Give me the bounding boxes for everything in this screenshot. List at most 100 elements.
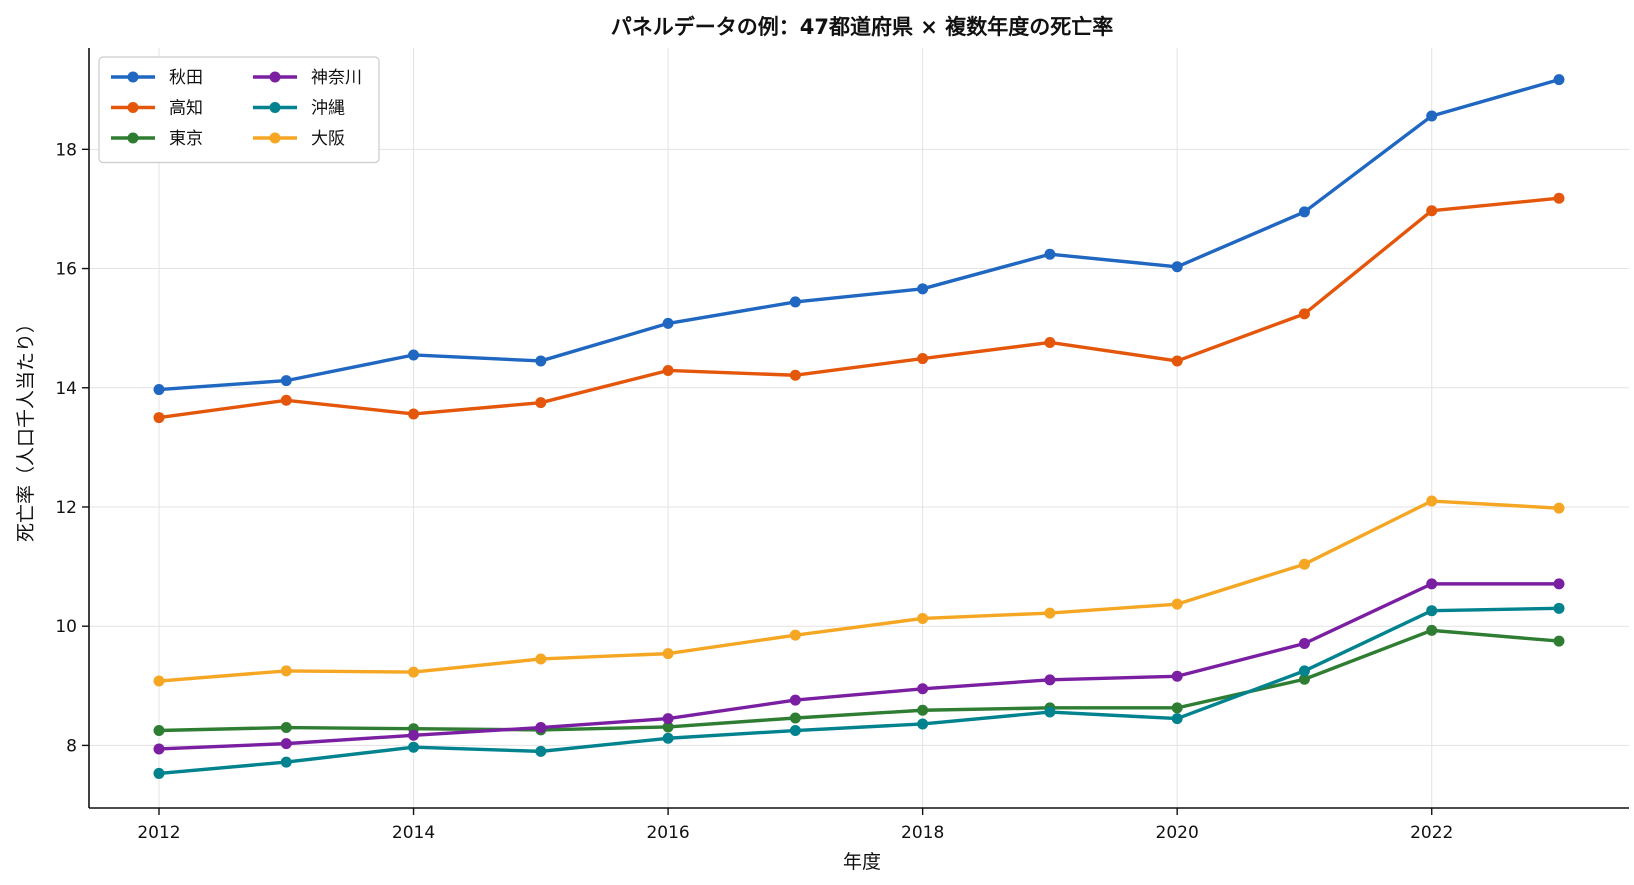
data-point — [1171, 702, 1183, 714]
data-point — [1044, 607, 1056, 619]
series-4 — [153, 578, 1565, 755]
data-point — [535, 653, 547, 665]
legend-swatch-marker — [127, 132, 139, 144]
data-point — [1553, 602, 1565, 614]
legend-label: 沖縄 — [311, 99, 345, 119]
y-tick-label: 16 — [55, 260, 77, 280]
data-point — [917, 683, 929, 695]
y-tick-label: 8 — [66, 736, 77, 756]
legend-swatch-marker — [269, 102, 281, 113]
data-point — [789, 712, 801, 724]
series-line — [157, 196, 1561, 420]
series-line — [157, 628, 1561, 733]
data-point — [535, 397, 547, 409]
series-line — [157, 499, 1561, 683]
data-point — [662, 648, 674, 660]
data-point — [408, 349, 420, 361]
data-point — [1426, 495, 1438, 507]
data-point — [1298, 308, 1310, 320]
series-5 — [153, 602, 1565, 779]
x-tick-label: 2018 — [901, 823, 944, 843]
data-point — [280, 738, 292, 750]
data-point — [789, 694, 801, 706]
series-3 — [153, 624, 1565, 737]
series-layer — [153, 74, 1565, 779]
data-point — [408, 408, 420, 420]
y-tick-label: 12 — [55, 498, 77, 518]
legend-label: 秋田 — [169, 68, 203, 88]
data-point — [1044, 248, 1056, 260]
legend-label: 大阪 — [311, 129, 345, 149]
legend-item: 東京 — [111, 129, 203, 149]
data-point — [1553, 192, 1565, 204]
data-point — [917, 704, 929, 716]
data-point — [153, 725, 165, 737]
series-line — [157, 77, 1561, 392]
legend-item: 神奈川 — [253, 68, 362, 88]
data-point — [1553, 502, 1565, 514]
data-point — [789, 296, 801, 308]
data-point — [1426, 205, 1438, 217]
data-point — [789, 369, 801, 381]
data-point — [1298, 673, 1310, 685]
legend-item: 高知 — [111, 99, 203, 119]
x-tick-label: 2016 — [646, 823, 689, 843]
data-point — [280, 722, 292, 734]
data-point — [535, 745, 547, 757]
data-point — [408, 729, 420, 741]
data-point — [917, 353, 929, 365]
series-2 — [153, 192, 1565, 424]
data-point — [1426, 605, 1438, 617]
y-axis-label: 死亡率（人口千人当たり） — [15, 314, 37, 542]
data-point — [153, 767, 165, 779]
data-point — [1044, 336, 1056, 348]
y-tick-label: 14 — [55, 379, 77, 399]
chart-title: パネルデータの例：47都道府県 × 複数年度の死亡率 — [611, 15, 1113, 39]
data-point — [408, 741, 420, 753]
data-point — [1298, 665, 1310, 677]
x-tick-label: 2022 — [1410, 823, 1453, 843]
legend-item: 沖縄 — [253, 99, 345, 119]
data-point — [662, 713, 674, 725]
data-point — [1426, 578, 1438, 590]
data-point — [1044, 706, 1056, 718]
data-point — [662, 721, 674, 733]
data-point — [280, 665, 292, 677]
legend-label: 東京 — [169, 129, 203, 149]
legend-label: 高知 — [169, 99, 203, 119]
y-tick-label: 10 — [55, 617, 77, 637]
data-point — [1426, 624, 1438, 636]
data-point — [1171, 598, 1183, 610]
series-6 — [153, 495, 1565, 687]
data-point — [153, 412, 165, 424]
axes: 2012 2014 2016 2018 2020 2022 8 10 12 14 16 18 — [55, 48, 1629, 843]
data-point — [153, 743, 165, 755]
data-point — [1298, 558, 1310, 570]
data-point — [280, 394, 292, 406]
legend-swatch-marker — [127, 102, 139, 113]
data-point — [153, 384, 165, 396]
data-point — [789, 725, 801, 737]
data-point — [153, 675, 165, 687]
data-point — [1553, 74, 1565, 86]
data-point — [408, 666, 420, 678]
data-point — [1044, 674, 1056, 686]
data-point — [1298, 637, 1310, 649]
series-line — [157, 582, 1561, 751]
data-point — [1171, 355, 1183, 367]
data-point — [1171, 670, 1183, 682]
data-point — [1426, 110, 1438, 122]
data-point — [535, 722, 547, 734]
series-1 — [153, 74, 1565, 396]
y-tick-label: 18 — [55, 140, 77, 160]
data-point — [280, 756, 292, 768]
data-point — [1298, 206, 1310, 218]
data-point — [1171, 713, 1183, 725]
data-point — [280, 375, 292, 387]
legend-swatch-marker — [269, 132, 281, 144]
data-point — [1553, 635, 1565, 647]
x-axis-label: 年度 — [843, 851, 881, 873]
data-point — [662, 732, 674, 744]
